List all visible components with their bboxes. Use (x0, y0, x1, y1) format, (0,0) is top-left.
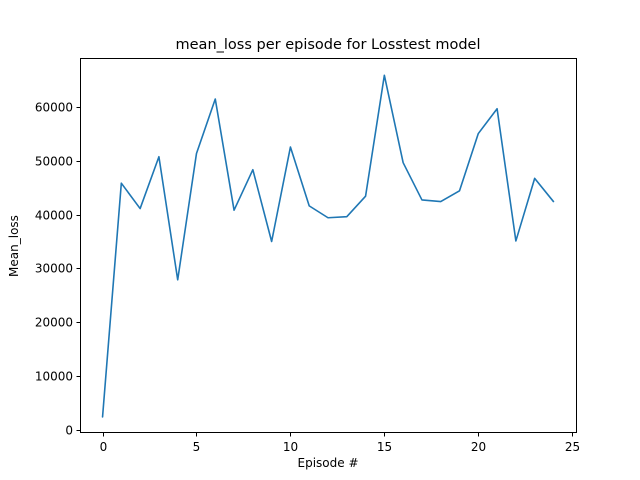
y-tick-label: 20000 (35, 316, 73, 330)
y-tick-label: 50000 (35, 155, 73, 169)
x-tick-label: 15 (377, 440, 392, 454)
y-axis: 0 10000 20000 30000 40000 50000 60000 (35, 101, 81, 438)
x-tick-label: 20 (471, 440, 486, 454)
series-line-0 (101, 74, 555, 418)
y-axis-label: Mean_loss (7, 215, 21, 277)
x-tick-label: 0 (100, 440, 108, 454)
x-tick-label: 5 (193, 440, 201, 454)
plot-frame (80, 58, 577, 433)
y-tick-label: 10000 (35, 370, 73, 384)
y-tick-label: 60000 (35, 101, 73, 115)
x-tick-label: 10 (283, 440, 298, 454)
y-tick-label: 40000 (35, 209, 73, 223)
y-tick-label: 30000 (35, 262, 73, 276)
chart-title: mean_loss per episode for Losstest model (176, 37, 481, 53)
x-axis-label: Episode # (298, 456, 359, 470)
plot-area (80, 58, 577, 433)
x-axis: 0 5 10 15 20 25 (100, 432, 580, 454)
y-tick-label: 0 (65, 424, 73, 438)
x-tick-label: 25 (565, 440, 580, 454)
